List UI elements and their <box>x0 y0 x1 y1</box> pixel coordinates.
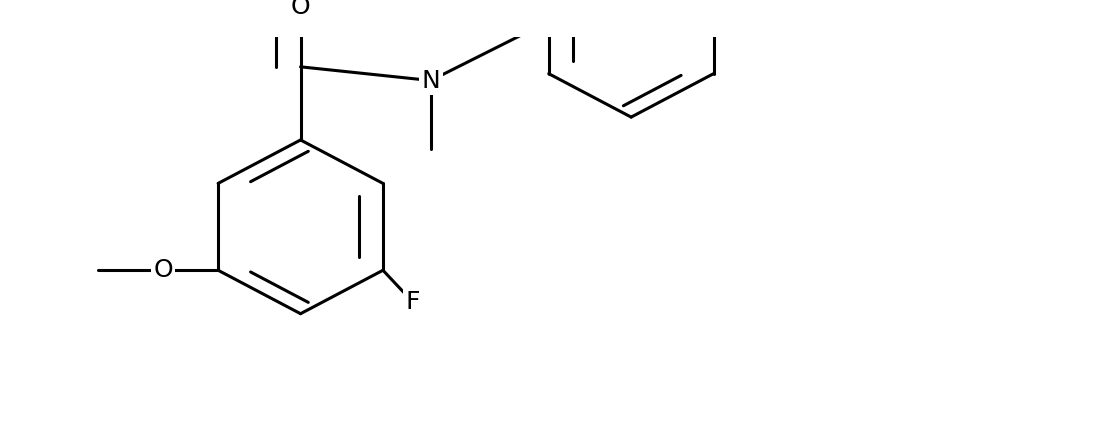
Text: N: N <box>421 68 440 92</box>
Text: F: F <box>406 290 420 314</box>
Text: O: O <box>291 0 311 19</box>
Text: O: O <box>153 258 173 282</box>
